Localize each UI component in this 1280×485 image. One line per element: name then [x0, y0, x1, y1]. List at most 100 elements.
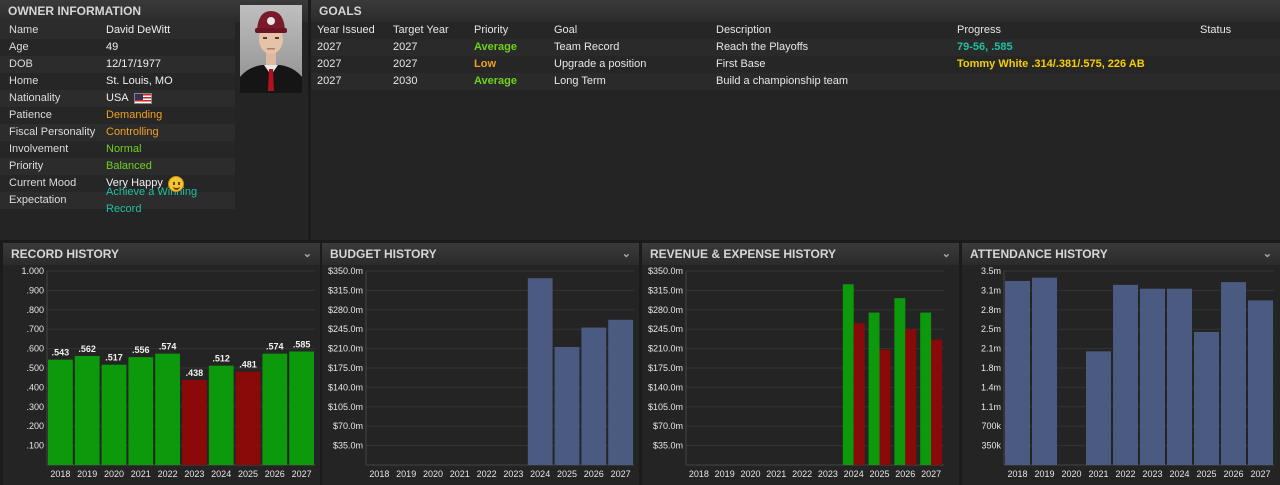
x-tick-label: 2022: [792, 469, 812, 479]
y-tick-label: $140.0m: [328, 382, 363, 392]
y-tick-label: $175.0m: [648, 363, 683, 373]
bar-2024[interactable]: [1167, 288, 1192, 465]
y-tick-label: .400: [26, 382, 44, 392]
bar-2026[interactable]: [1221, 282, 1246, 465]
bar-2026[interactable]: [581, 327, 607, 465]
chevron-down-icon[interactable]: ⌄: [941, 248, 951, 260]
owner-row-value-wrap: Balanced: [106, 158, 235, 175]
happy-face-icon: [167, 175, 184, 192]
bar-2021[interactable]: [1086, 351, 1111, 465]
bar-expense-2027[interactable]: [931, 339, 942, 465]
bar-revenue-2024[interactable]: [842, 284, 854, 465]
x-tick-label: 2018: [1007, 469, 1027, 479]
x-tick-label: 2018: [689, 469, 709, 479]
goals-col-description[interactable]: Description: [716, 24, 772, 36]
x-tick-label: 2020: [740, 469, 760, 479]
goals-table-header: Year Issued Target Year Priority Goal Descri…: [311, 22, 1280, 39]
x-tick-label: 2022: [477, 469, 497, 479]
bar-2018[interactable]: [1005, 280, 1030, 465]
bar-2022[interactable]: [1113, 284, 1138, 465]
bar-revenue-2025[interactable]: [868, 312, 880, 465]
chevron-down-icon[interactable]: ⌄: [302, 248, 312, 260]
goal-row[interactable]: 2027 2030 Average Long Term Build a champion…: [311, 73, 1280, 90]
owner-row-current-mood: Current Mood Very Happy: [0, 175, 235, 192]
bar-2027[interactable]: [1248, 300, 1273, 465]
goals-col-progress[interactable]: Progress: [957, 24, 1002, 36]
owner-row-value: David DeWitt: [106, 24, 171, 36]
owner-row-nationality: Nationality USA: [0, 90, 235, 107]
owner-row-value-wrap: USA: [106, 90, 235, 107]
x-tick-label: 2018: [50, 469, 70, 479]
x-tick-label: 2025: [1196, 469, 1216, 479]
x-tick-label: 2024: [530, 469, 550, 479]
bar-expense-2024[interactable]: [853, 323, 865, 465]
attendance-history-title: ATTENDANCE HISTORY: [970, 247, 1108, 261]
x-tick-label: 2023: [184, 469, 204, 479]
bar-revenue-2027[interactable]: [920, 312, 932, 465]
goals-title: GOALS: [311, 0, 1280, 22]
bar-2027[interactable]: [289, 351, 314, 465]
data-label: .438: [186, 368, 204, 378]
bar-2025[interactable]: [1194, 331, 1219, 465]
bar-2023[interactable]: [182, 380, 207, 465]
data-label: .517: [105, 353, 123, 363]
bar-revenue-2026[interactable]: [894, 298, 906, 465]
bar-2025[interactable]: [554, 346, 580, 465]
owner-row-value-wrap: Achieve a Winning Record: [106, 186, 235, 215]
goals-col-status[interactable]: Status: [1200, 24, 1232, 36]
bar-2023[interactable]: [1140, 288, 1165, 465]
x-tick-label: 2027: [292, 469, 312, 479]
owner-portrait: [240, 5, 302, 93]
goal-priority-cell: Average: [474, 75, 518, 87]
bar-2025[interactable]: [235, 371, 261, 465]
goals-col-target-year[interactable]: Target Year: [393, 24, 449, 36]
goal-issued-cell: 2027: [317, 75, 342, 87]
x-tick-label: 2023: [1142, 469, 1162, 479]
bar-2024[interactable]: [208, 365, 234, 465]
bar-2022[interactable]: [155, 353, 180, 465]
x-tick-label: 2021: [766, 469, 786, 479]
goal-row[interactable]: 2027 2027 Low Upgrade a position First Base T…: [311, 56, 1280, 73]
owner-row-patience: Patience Demanding: [0, 107, 235, 124]
data-label: .512: [212, 354, 230, 364]
bar-2026[interactable]: [262, 353, 288, 465]
goals-col-priority[interactable]: Priority: [474, 24, 509, 36]
goals-col-year-issued[interactable]: Year Issued: [317, 24, 375, 36]
goals-col-goal[interactable]: Goal: [554, 24, 578, 36]
bar-2024[interactable]: [527, 278, 553, 465]
goals-panel: GOALS Year Issued Target Year Priority Goal…: [311, 0, 1280, 240]
bar-2019[interactable]: [74, 355, 100, 465]
y-tick-label: $350.0m: [328, 266, 363, 276]
bar-2027[interactable]: [608, 319, 633, 465]
bar-2021[interactable]: [128, 357, 154, 465]
y-tick-label: 1.8m: [981, 363, 1001, 373]
bar-2018[interactable]: [48, 359, 73, 465]
owner-row-value: Demanding: [106, 109, 163, 121]
y-tick-label: 3.1m: [981, 285, 1001, 295]
y-tick-label: $35.0m: [653, 441, 683, 451]
y-tick-label: .700: [26, 324, 44, 334]
goal-issued-cell: 2027: [317, 41, 342, 53]
y-tick-label: $245.0m: [648, 324, 683, 334]
bar-expense-2026[interactable]: [905, 329, 917, 465]
goal-row[interactable]: 2027 2027 Average Team Record Reach the Play…: [311, 39, 1280, 56]
chevron-down-icon[interactable]: ⌄: [1262, 248, 1272, 260]
y-tick-label: .100: [26, 441, 44, 451]
owner-information-title: OWNER INFORMATION: [0, 0, 308, 22]
x-tick-label: 2019: [77, 469, 97, 479]
bar-2019[interactable]: [1032, 277, 1057, 465]
chevron-down-icon[interactable]: ⌄: [621, 248, 631, 260]
bar-expense-2025[interactable]: [879, 349, 891, 465]
y-tick-label: .300: [26, 402, 44, 412]
owner-row-label: Age: [9, 41, 29, 53]
x-tick-label: 2021: [450, 469, 470, 479]
owner-row-label: Current Mood: [9, 177, 77, 189]
y-tick-label: $280.0m: [648, 305, 683, 315]
bar-2020[interactable]: [101, 364, 127, 465]
x-tick-label: 2021: [131, 469, 151, 479]
record-history-title: RECORD HISTORY: [11, 247, 120, 261]
owner-row-label: Expectation: [9, 194, 67, 206]
data-label: .574: [159, 342, 177, 352]
goal-target-cell: 2027: [393, 41, 418, 53]
goal-priority-cell: Average: [474, 41, 518, 53]
